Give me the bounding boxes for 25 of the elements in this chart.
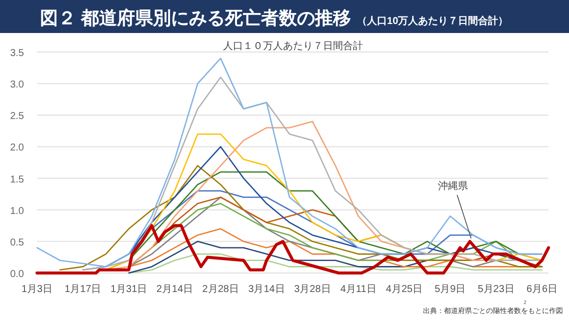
x-tick-label: 6月6日 xyxy=(526,284,558,295)
x-tick-label: 4月25日 xyxy=(386,284,423,295)
x-tick-label: 4月11日 xyxy=(340,284,376,295)
annotation: 沖縄県 xyxy=(438,180,468,192)
x-tick-label: 5月23日 xyxy=(478,284,514,295)
x-tick-label: 1月31日 xyxy=(110,284,148,295)
chart-title: 図２ 都道府県別にみる死亡者数の推移 xyxy=(40,8,352,28)
chart-subtitle: （人口10万人あたり７日間合計） xyxy=(357,15,508,27)
annotation: 人口１０万人あたり７日間合計 xyxy=(222,40,363,52)
y-tick-label: 2.5 xyxy=(10,111,24,122)
x-tick-label: 5月9日 xyxy=(434,284,466,295)
x-tick-label: 1月17日 xyxy=(64,284,102,295)
x-tick-label: 1月3日 xyxy=(21,284,53,295)
x-tick-label: 3月14日 xyxy=(248,284,285,295)
y-tick-label: 1.0 xyxy=(10,206,24,217)
x-tick-label: 2月14日 xyxy=(156,284,194,295)
y-tick-label: 3.0 xyxy=(10,80,24,91)
y-tick-label: 0.5 xyxy=(10,237,24,248)
arrow-annotation: 沖縄県 xyxy=(438,181,472,239)
x-tick-label: 2月28日 xyxy=(202,284,239,295)
x-tick-label: 3月28日 xyxy=(294,284,331,295)
y-tick-label: 1.5 xyxy=(10,174,24,186)
y-tick-label: 2.0 xyxy=(10,142,24,154)
y-tick-label: 0.0 xyxy=(10,269,24,280)
y-tick-label: 3.5 xyxy=(10,48,24,59)
